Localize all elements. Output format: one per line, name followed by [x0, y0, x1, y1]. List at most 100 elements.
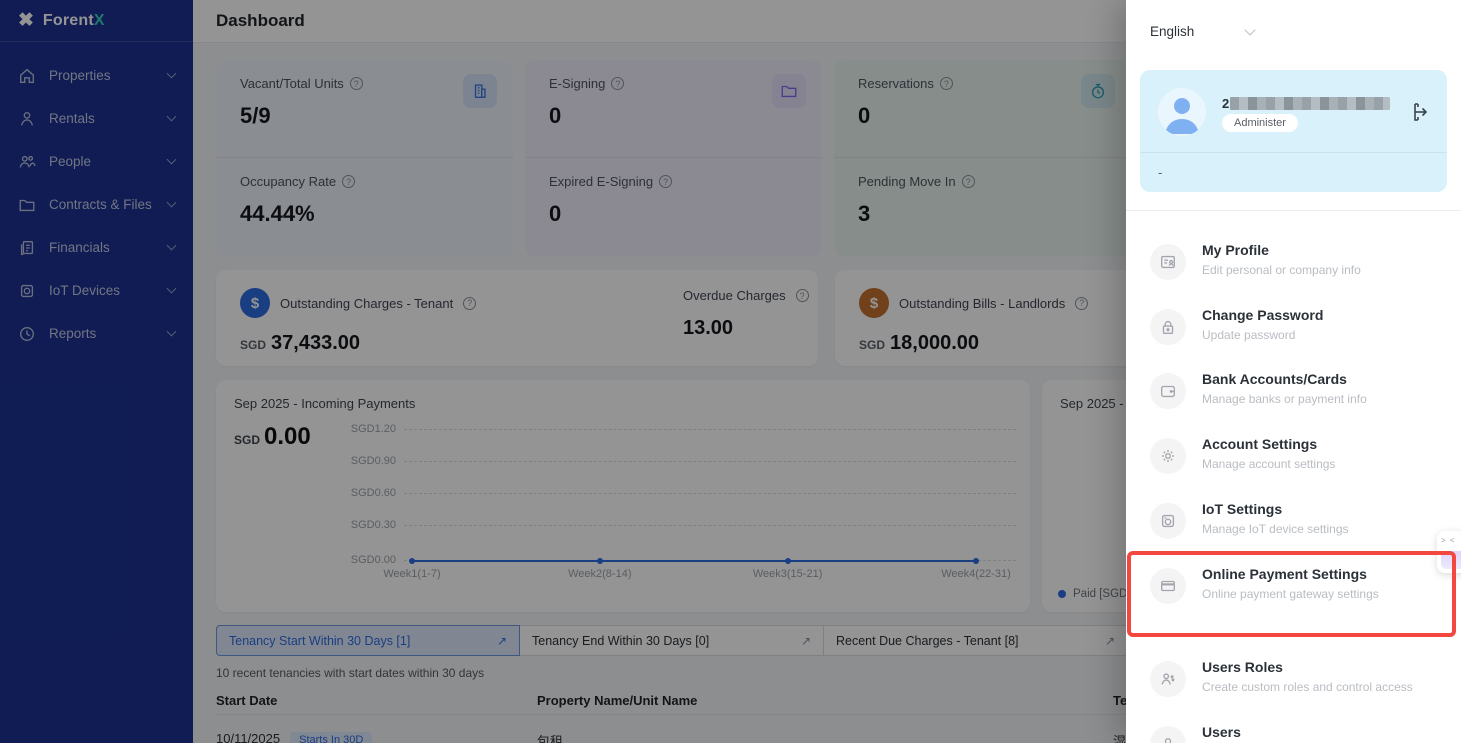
- stat-metric: Occupancy Rate? 44.44%: [216, 157, 513, 254]
- property-cell: 包租: [537, 734, 564, 743]
- menu-title: IoT Settings: [1202, 501, 1283, 517]
- tab-recent-due-charges[interactable]: Recent Due Charges - Tenant [8] ↗: [824, 625, 1128, 656]
- user-card: 2 Administer -: [1140, 70, 1447, 192]
- stat-metric: Pending Move In? 3: [834, 157, 1131, 254]
- stat-metric: Reservations? 0: [834, 60, 1131, 157]
- currency-code: SGD: [859, 338, 886, 352]
- legend-label: Paid [SGD: [1073, 588, 1128, 600]
- sidebar-nav: Properties Rentals People Contracts & Fi…: [0, 42, 193, 355]
- menu-item-account-settings[interactable]: Account Settings Manage account settings: [1150, 436, 1445, 488]
- folder-icon: [772, 74, 806, 108]
- help-icon[interactable]: ?: [463, 296, 477, 310]
- data-point: [409, 558, 415, 564]
- sidebar-item-label: Rentals: [49, 111, 95, 126]
- external-link-icon[interactable]: ↗: [496, 633, 507, 648]
- menu-title: Users: [1202, 724, 1241, 740]
- data-point: [784, 558, 791, 564]
- brand-logo[interactable]: ✖ ForentX: [0, 0, 193, 42]
- gear-icon: [1150, 438, 1186, 474]
- tenancy-tabbar: Tenancy Start Within 30 Days [1] ↗ Tenan…: [216, 625, 1461, 656]
- sidebar-item-label: Properties: [49, 68, 111, 83]
- x-axis: Week1(1-7) Week2(8-14) Week3(15-21) Week…: [383, 568, 1010, 584]
- sidebar-item-people[interactable]: People: [0, 140, 193, 183]
- folder-icon: [19, 199, 35, 211]
- help-icon[interactable]: ?: [1075, 296, 1089, 310]
- menu-item-bank-accounts[interactable]: Bank Accounts/Cards Manage banks or payme…: [1150, 371, 1445, 423]
- help-icon[interactable]: ?: [349, 77, 363, 90]
- legend-dot-icon: [1058, 590, 1066, 598]
- role-badge: Administer: [1222, 114, 1298, 132]
- sidebar-item-label: People: [49, 154, 92, 169]
- y-axis-tick: SGD0.90: [350, 455, 396, 467]
- menu-item-change-password[interactable]: Change Password Update password: [1150, 307, 1445, 359]
- menu-item-iot-settings[interactable]: IoT Settings Manage IoT device settings: [1150, 501, 1445, 553]
- iot-device-icon: [20, 284, 34, 297]
- sidebar: ✖ ForentX Properties Rentals People Cont: [0, 0, 193, 743]
- data-point: [973, 558, 979, 564]
- help-icon[interactable]: ?: [939, 77, 953, 90]
- logout-icon[interactable]: [1405, 100, 1429, 124]
- stat-card-esigning: E-Signing? 0 Expired E-Signing? 0: [525, 60, 822, 256]
- sidebar-item-properties[interactable]: Properties: [0, 54, 193, 97]
- stat-value: 3: [858, 201, 871, 226]
- column-header-start-date: Start Date: [216, 693, 278, 708]
- stat-metric: Expired E-Signing? 0: [525, 157, 822, 254]
- menu-item-online-payment-settings[interactable]: Online Payment Settings Online payment ga…: [1150, 566, 1445, 618]
- page-title: Dashboard: [216, 11, 305, 30]
- lock-icon: [1150, 309, 1186, 345]
- brand-name: ForentX: [42, 11, 105, 29]
- clock-icon: [20, 326, 34, 341]
- chart-legend: Paid [SGD: [1058, 588, 1127, 600]
- data-point: [596, 558, 603, 564]
- stat-label: Vacant/Total Units: [240, 76, 344, 91]
- stat-card-reservations: Reservations? 0 Pending Move In? 3: [834, 60, 1131, 256]
- external-link-icon[interactable]: ↗: [800, 633, 811, 648]
- menu-item-users-roles[interactable]: Users Roles Create custom roles and contr…: [1150, 659, 1445, 711]
- menu-subtitle: Manage account settings: [1202, 457, 1336, 471]
- users-icon: [1150, 661, 1186, 697]
- people-icon: [19, 155, 36, 168]
- building-icon: [463, 74, 497, 108]
- tab-tenancy-end[interactable]: Tenancy End Within 30 Days [0] ↗: [520, 625, 824, 656]
- x-axis-tick: Week4(22-31): [941, 568, 1011, 580]
- start-date-cell: 10/11/2025: [216, 731, 281, 743]
- x-axis-tick: Week1(1-7): [383, 568, 441, 580]
- column-header-property: Property Name/Unit Name: [537, 693, 698, 708]
- document-icon: [20, 240, 34, 255]
- paid-series-line: [409, 558, 979, 564]
- sidebar-item-reports[interactable]: Reports: [0, 312, 193, 355]
- language-label: English: [1150, 24, 1195, 39]
- sidebar-item-iot-devices[interactable]: IoT Devices: [0, 269, 193, 312]
- user-name-prefix: 2: [1222, 96, 1230, 111]
- edge-collapse-widget[interactable]: > <: [1437, 531, 1461, 573]
- charge-value: 37,433.00: [271, 332, 360, 354]
- help-icon[interactable]: ?: [611, 77, 625, 90]
- stat-label: Expired E-Signing: [549, 174, 654, 189]
- help-icon[interactable]: ?: [342, 175, 356, 188]
- stat-label: Reservations: [858, 76, 934, 91]
- table-caption: 10 recent tenancies with start dates wit…: [216, 666, 485, 680]
- sidebar-item-contracts-files[interactable]: Contracts & Files: [0, 183, 193, 226]
- y-axis-tick: SGD0.60: [350, 487, 396, 499]
- stat-label: Occupancy Rate: [240, 174, 337, 189]
- redaction-blur: [1230, 97, 1391, 110]
- currency-code: SGD: [240, 338, 267, 352]
- tab-tenancy-start[interactable]: Tenancy Start Within 30 Days [1] ↗: [216, 625, 520, 656]
- id-card-icon: [1150, 244, 1186, 280]
- language-selector[interactable]: English: [1150, 23, 1256, 39]
- charge-card-tenant: $ Outstanding Charges - Tenant ? SGD 37,4…: [216, 270, 818, 366]
- sidebar-item-rentals[interactable]: Rentals: [0, 97, 193, 140]
- help-icon[interactable]: ?: [659, 175, 673, 188]
- divider: [1126, 210, 1461, 211]
- charge-label: Overdue Charges: [683, 288, 786, 303]
- menu-item-users[interactable]: Users: [1150, 724, 1445, 743]
- help-icon[interactable]: ?: [795, 289, 809, 302]
- sidebar-item-financials[interactable]: Financials: [0, 226, 193, 269]
- stat-value: 0: [549, 201, 562, 226]
- external-link-icon[interactable]: ↗: [1104, 633, 1115, 648]
- help-icon[interactable]: ?: [961, 175, 975, 188]
- wallet-icon: [1150, 373, 1186, 409]
- menu-item-my-profile[interactable]: My Profile Edit personal or company info: [1150, 242, 1445, 294]
- user-meta: -: [1158, 165, 1163, 180]
